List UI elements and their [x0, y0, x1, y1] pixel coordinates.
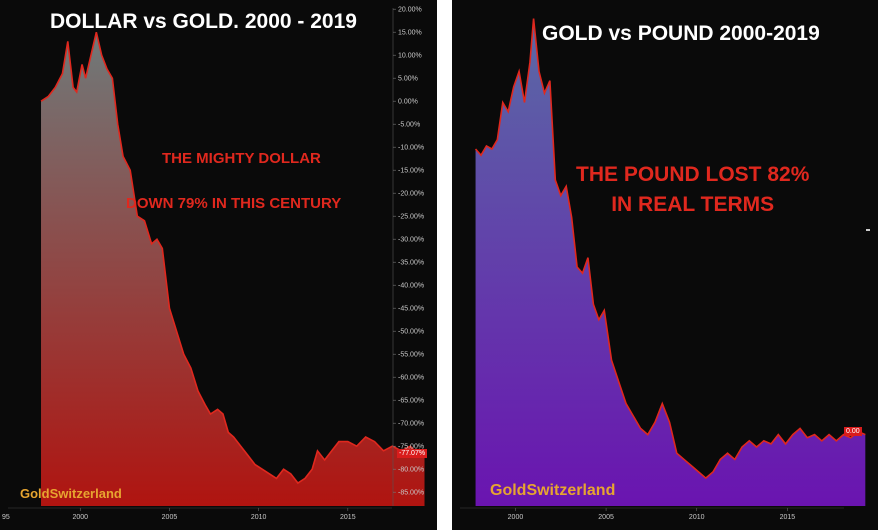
left-y-tick-label: -55.00%: [398, 352, 424, 359]
right-x-tick-label: 2000: [508, 514, 524, 521]
right-x-tick-label: 2015: [780, 514, 796, 521]
edge-marker: [866, 229, 870, 231]
left-y-tick-label: 5.00%: [398, 76, 418, 83]
left-x-tick-label-partial: 95: [2, 514, 10, 521]
left-y-tick-label: -50.00%: [398, 329, 424, 336]
left-x-tick-label: 2005: [162, 514, 178, 521]
left-annotation-line1: THE MIGHTY DOLLAR: [162, 150, 321, 167]
left-y-tick-label: -15.00%: [398, 168, 424, 175]
left-y-tick-label: 10.00%: [398, 53, 422, 60]
left-y-tick-label: -75.00%: [398, 444, 424, 451]
right-annotation-line2: IN REAL TERMS: [611, 193, 775, 216]
left-x-tick-label: 2000: [72, 514, 88, 521]
right-last-value-badge: 0.00: [844, 427, 862, 436]
left-chart-panel: 2000 2005 2010 2015 20.00% 15.00% 10.00% 5.00% 0…: [0, 0, 437, 530]
left-y-tick-label: -25.00%: [398, 214, 424, 221]
right-series-line: [474, 18, 866, 480]
right-chart-panel: 2000 2005 2010 2015 GOLD vs POUND 2000-2019…: [452, 0, 878, 530]
left-series-line: [40, 32, 425, 485]
left-y-tick-label: 0.00%: [398, 99, 418, 106]
left-y-tick-label: -80.00%: [398, 467, 424, 474]
right-annotation-line1: THE POUND LOST 82%: [576, 163, 810, 186]
left-x-tick-label: 2015: [340, 514, 356, 521]
right-chart-title: GOLD vs POUND 2000-2019: [542, 22, 820, 45]
left-chart-plot: 2000 2005 2010 2015 20.00% 15.00% 10.00% 5.00% 0…: [2, 7, 425, 521]
left-y-tick-label: -70.00%: [398, 421, 424, 428]
left-y-tick-label: -5.00%: [398, 122, 420, 129]
left-x-tick-label: 2010: [251, 514, 267, 521]
right-x-tick-label: 2010: [689, 514, 705, 521]
left-y-tick-label: -60.00%: [398, 375, 424, 382]
left-y-tick-label: -40.00%: [398, 283, 424, 290]
left-y-tick-label: -45.00%: [398, 306, 424, 313]
left-chart-title: DOLLAR vs GOLD. 2000 - 2019: [50, 10, 357, 33]
left-y-tick-label: -85.00%: [398, 490, 424, 497]
right-annotation: THE POUND LOST 82% IN REAL TERMS: [576, 160, 809, 220]
left-brand-watermark: GoldSwitzerland: [20, 486, 122, 501]
left-y-tick-label: 15.00%: [398, 30, 422, 37]
left-y-tick-label: -30.00%: [398, 237, 424, 244]
left-area-fill: [41, 32, 425, 506]
left-y-tick-label: -35.00%: [398, 260, 424, 267]
right-brand-watermark: GoldSwitzerland: [490, 482, 616, 499]
right-chart-plot: 2000 2005 2010 2015: [460, 18, 866, 521]
left-y-tick-label: 20.00%: [398, 7, 422, 14]
left-y-tick-label: -20.00%: [398, 191, 424, 198]
left-last-value-badge: -77.07%: [397, 449, 428, 458]
right-area-fill: [475, 18, 866, 507]
left-y-tick-label: -10.00%: [398, 145, 424, 152]
right-x-tick-label: 2005: [598, 514, 614, 521]
left-annotation-line2: DOWN 79% IN THIS CENTURY: [126, 195, 342, 212]
left-y-tick-label: -65.00%: [398, 398, 424, 405]
